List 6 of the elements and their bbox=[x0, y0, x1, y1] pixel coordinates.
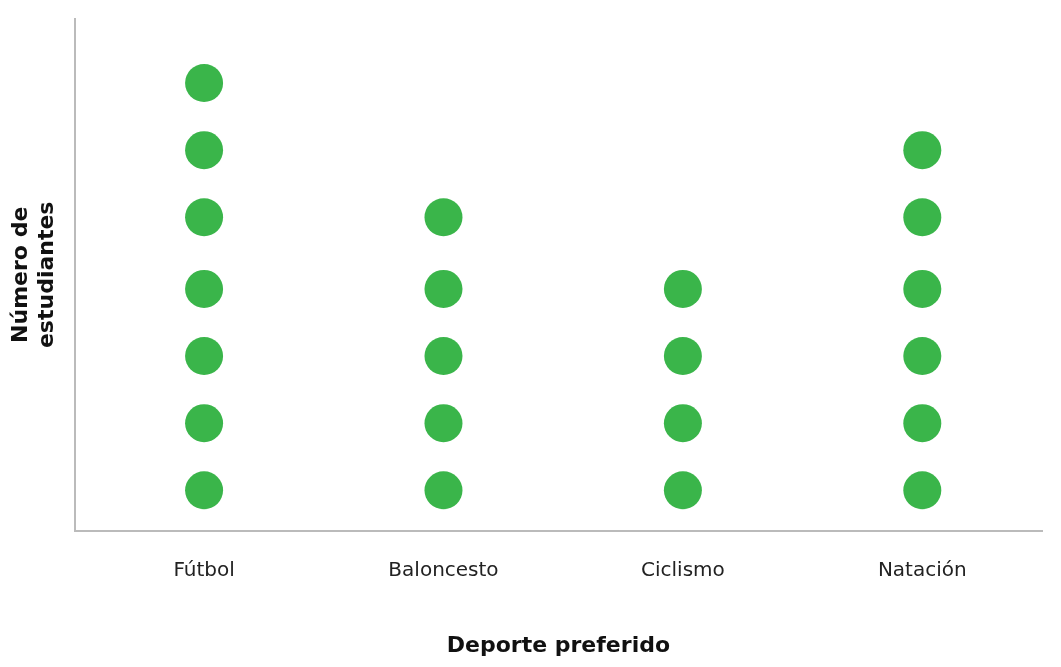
x-tick-label: Natación bbox=[877, 556, 967, 581]
x-tick-label: Fútbol bbox=[173, 556, 235, 581]
x-tick-label: Baloncesto bbox=[388, 556, 499, 581]
y-axis-title: Número de estudiantes bbox=[6, 201, 59, 349]
x-axis-title: Deporte preferido bbox=[446, 631, 671, 657]
x-tick-label: Ciclismo bbox=[641, 556, 725, 581]
